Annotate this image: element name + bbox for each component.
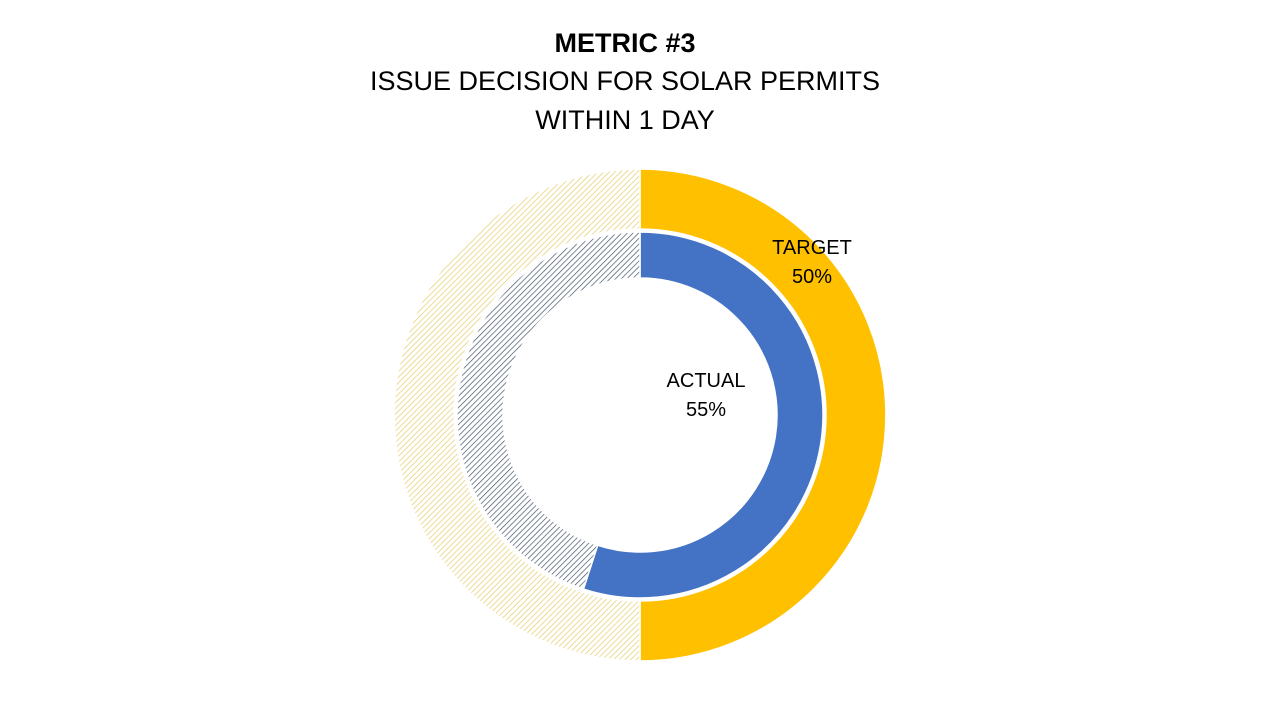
actual-remainder-segment (456, 231, 641, 590)
actual-data-label: ACTUAL 55% (656, 367, 756, 425)
chart-subtitle-line2: WITHIN 1 DAY (535, 105, 715, 135)
actual-segment (582, 231, 824, 599)
actual-label-name: ACTUAL (666, 370, 746, 392)
target-label-name: TARGET (772, 237, 852, 259)
target-segment (639, 168, 887, 662)
actual-label-value: 55% (685, 399, 727, 421)
target-remainder-segment (393, 168, 641, 662)
target-data-label: TARGET 50% (762, 234, 862, 292)
chart-subtitle-line1: ISSUE DECISION FOR SOLAR PERMITS (369, 66, 881, 96)
chart-title: METRIC #3 (554, 28, 696, 58)
target-label-value: 50% (791, 266, 833, 288)
